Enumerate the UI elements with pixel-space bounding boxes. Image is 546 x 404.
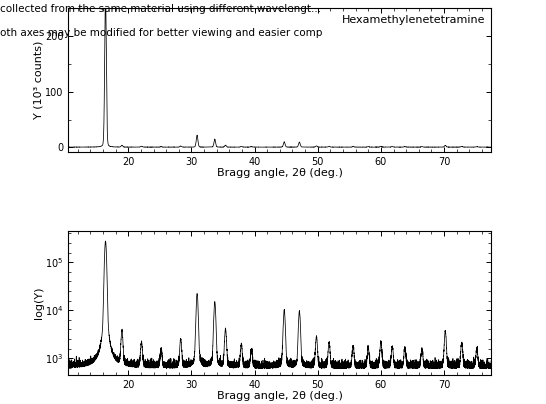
Y-axis label: log(Y): log(Y)	[33, 287, 44, 319]
Text: Hexamethylenetetramine: Hexamethylenetetramine	[342, 15, 485, 25]
Text: oth axes may be modified for better viewing and easier comp: oth axes may be modified for better view…	[0, 28, 322, 38]
Y-axis label: Y (10³ counts): Y (10³ counts)	[33, 41, 44, 119]
X-axis label: Bragg angle, 2θ (deg.): Bragg angle, 2θ (deg.)	[217, 168, 343, 178]
Text: collected from the same material using different wavelengt...: collected from the same material using d…	[0, 4, 321, 14]
X-axis label: Bragg angle, 2θ (deg.): Bragg angle, 2θ (deg.)	[217, 391, 343, 401]
